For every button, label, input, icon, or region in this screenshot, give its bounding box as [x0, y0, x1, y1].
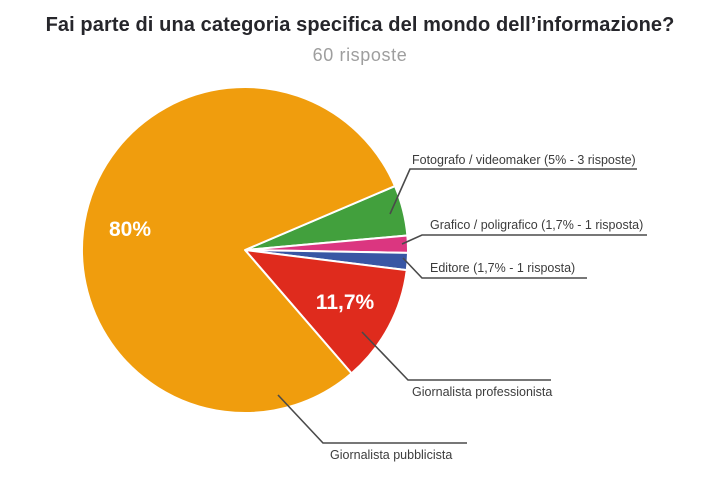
pie-slice-giornalista-professionista[interactable] — [244, 249, 408, 375]
callout-line — [402, 257, 587, 279]
callout-label: Editore (1,7% - 1 risposta) — [430, 261, 575, 275]
callout-editore: Editore (1,7% - 1 risposta) — [402, 257, 587, 279]
slice-percent-label-professionista: 11,7% — [316, 291, 375, 314]
callout-giornalista-professionista: Giornalista professionista — [361, 331, 552, 399]
chart-title: Fai parte di una categoria specifica del… — [45, 14, 675, 36]
slice-percent-label-pubblicista: 80% — [109, 218, 151, 241]
pie-slice-giornalista-pubblicista[interactable] — [80, 86, 396, 414]
callout-line — [389, 168, 637, 215]
callout-label: Giornalista professionista — [412, 385, 552, 399]
callout-giornalista-pubblicista: Giornalista pubblicista — [277, 394, 467, 462]
callout-line — [361, 331, 551, 381]
callout-label: Fotografo / videomaker (5% - 3 risposte) — [412, 153, 636, 167]
pie-slices — [80, 86, 409, 414]
callout-label: Giornalista pubblicista — [330, 448, 452, 462]
callout-grafico-poligrafico: Grafico / poligrafico (1,7% - 1 risposta… — [401, 218, 647, 245]
callout-fotografo-videomaker: Fotografo / videomaker (5% - 3 risposte) — [389, 153, 637, 215]
callout-line — [277, 394, 467, 444]
callout-line — [401, 234, 647, 245]
callout-label: Grafico / poligrafico (1,7% - 1 risposta… — [430, 218, 643, 232]
response-count: 60 risposte — [312, 45, 408, 65]
